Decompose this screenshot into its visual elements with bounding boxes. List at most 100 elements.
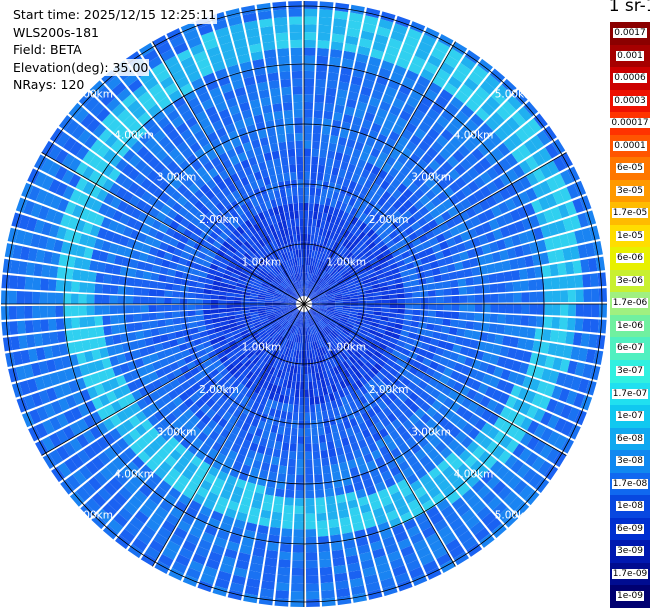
ppi-gate [329, 231, 336, 240]
ppi-gate [215, 127, 227, 138]
ppi-gate [342, 387, 350, 397]
ppi-gate [170, 506, 184, 520]
ppi-gate [292, 195, 298, 204]
ppi-gate [551, 385, 563, 400]
ppi-gate [187, 70, 202, 83]
ppi-gate [370, 279, 380, 286]
ppi-gate [233, 304, 242, 308]
ppi-gate [258, 595, 274, 606]
ppi-gate [188, 194, 199, 206]
ppi-gate [235, 317, 244, 323]
ppi-gate [554, 417, 567, 433]
ppi-gate [294, 210, 299, 219]
ppi-gate [141, 525, 156, 539]
ppi-gate [397, 413, 409, 425]
ppi-gate [323, 254, 329, 263]
ppi-gate [493, 402, 505, 416]
ppi-gate [487, 496, 502, 511]
ppi-gate [243, 335, 252, 343]
ppi-gate [559, 187, 572, 202]
ppi-gate [25, 262, 36, 276]
ppi-gate [405, 436, 417, 448]
ppi-gate [304, 156, 311, 165]
ppi-gate [251, 254, 260, 263]
ppi-gate [270, 215, 277, 225]
ppi-gate [404, 292, 413, 298]
azimuth-line [152, 41, 305, 305]
ppi-gate [345, 427, 355, 437]
ppi-gate [211, 459, 223, 471]
ppi-gate [404, 226, 415, 236]
ppi-gate [128, 154, 142, 168]
ppi-gate [314, 364, 319, 374]
ppi-gate [153, 187, 165, 199]
ppi-gate [56, 370, 68, 384]
ppi-gate [335, 414, 343, 424]
ppi-gate [180, 56, 195, 69]
ppi-gate [218, 108, 231, 120]
ppi-gate [311, 304, 320, 306]
ppi-gate [217, 470, 229, 482]
ppi-gate [301, 358, 304, 367]
ppi-gate [365, 435, 375, 446]
ppi-gate [348, 345, 357, 354]
ppi-gate [314, 276, 320, 284]
ppi-gate [134, 322, 143, 331]
ppi-gate [539, 395, 551, 410]
ppi-gate [304, 335, 307, 344]
ppi-gate [343, 420, 352, 430]
ppi-gate [391, 524, 406, 536]
ppi-gate [195, 343, 205, 352]
ppi-gate [337, 265, 345, 273]
ppi-gate [360, 169, 371, 179]
ppi-gate [347, 562, 361, 573]
ppi-gate [359, 551, 373, 563]
ppi-gate [382, 350, 392, 359]
ppi-gate [350, 225, 359, 235]
ppi-gate [461, 422, 474, 435]
ppi-gate [295, 474, 304, 483]
ppi-gate [320, 253, 326, 262]
ppi-gate [526, 405, 539, 419]
ppi-gate [427, 448, 440, 461]
ppi-gate [309, 326, 313, 335]
ppi-gate [272, 279, 280, 286]
ppi-gate [304, 86, 314, 95]
ppi-gate [288, 458, 296, 468]
ppi-gate [583, 288, 592, 302]
ppi-gate [284, 278, 291, 286]
ppi-gate [241, 332, 251, 340]
ppi-gate [536, 380, 548, 395]
ppi-gate [386, 359, 396, 368]
ppi-gate [226, 541, 240, 552]
ppi-gate [342, 329, 350, 336]
ppi-gate [443, 409, 455, 421]
ppi-gate [293, 282, 298, 290]
ppi-gate [290, 179, 298, 188]
azimuth-line [303, 303, 456, 567]
ppi-gate [402, 281, 412, 288]
ppi-gate [518, 231, 529, 245]
ppi-gate [442, 318, 451, 327]
ppi-gate [334, 183, 342, 193]
ppi-gate [392, 199, 403, 210]
ppi-gate [153, 257, 164, 266]
ppi-gate [154, 398, 166, 410]
ppi-gate [172, 396, 184, 407]
ppi-gate [378, 67, 392, 79]
ppi-gate [96, 107, 111, 123]
ppi-gate [271, 95, 282, 105]
ppi-gate [346, 223, 355, 232]
ppi-gate [305, 459, 313, 468]
ppi-gate [299, 218, 304, 227]
ppi-gate [283, 227, 289, 237]
ppi-gate [300, 374, 304, 382]
ppi-gate [487, 412, 500, 426]
ppi-gate [152, 360, 162, 371]
ppi-gate [195, 293, 204, 299]
ppi-gate [334, 295, 343, 299]
ppi-gate [345, 279, 354, 285]
ppi-gate [194, 177, 206, 189]
ppi-gate [505, 395, 517, 409]
ppi-gate [480, 80, 495, 95]
